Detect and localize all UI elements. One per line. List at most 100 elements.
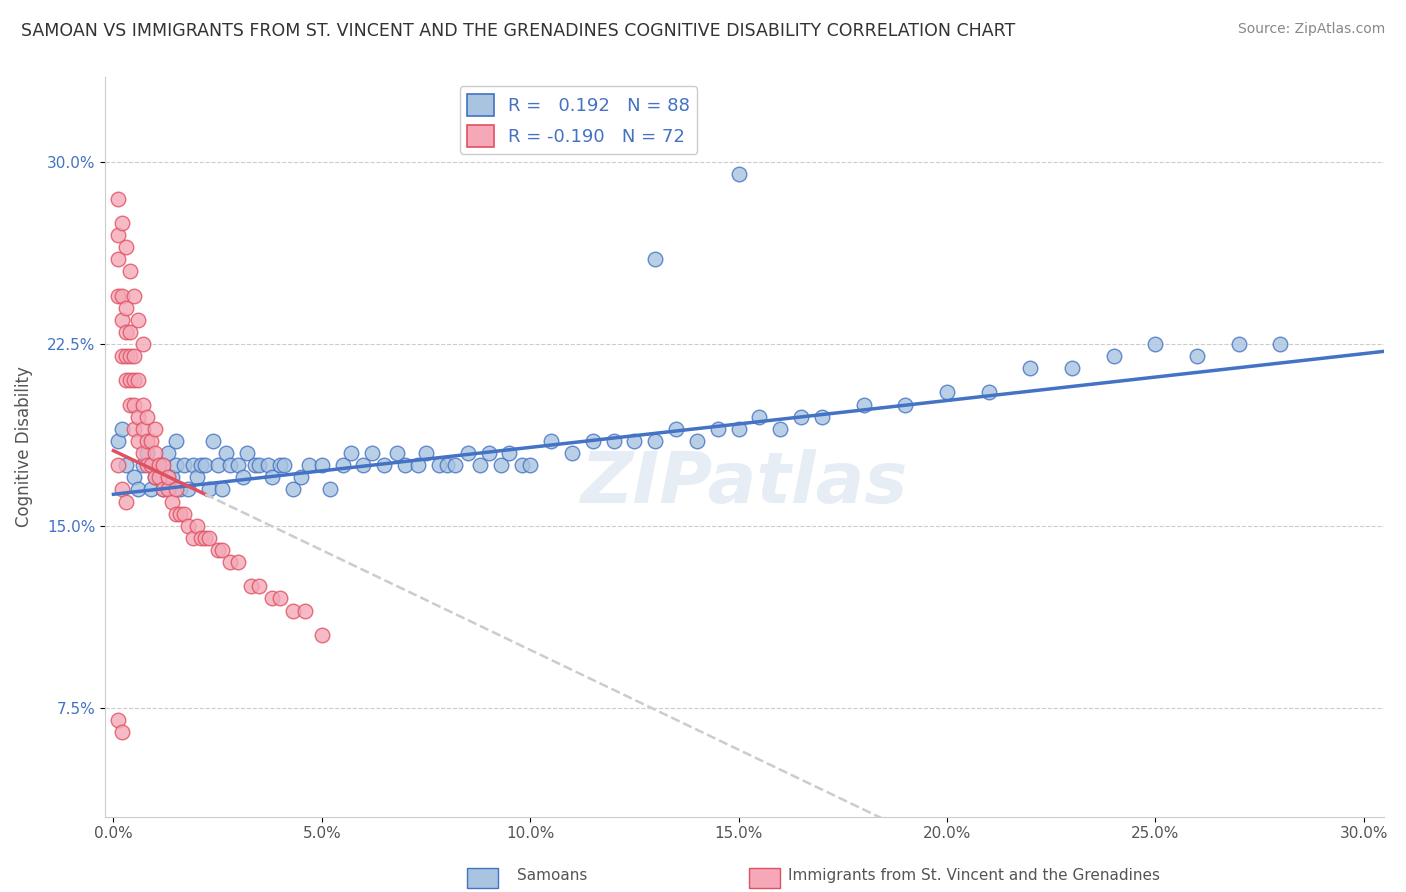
Point: [790, 409, 813, 424]
Point: [260, 591, 283, 606]
Point: [470, 458, 492, 473]
Point: [561, 446, 583, 460]
Point: [540, 434, 562, 448]
Point: [190, 531, 212, 545]
Point: [127, 313, 149, 327]
Point: [273, 458, 295, 473]
Point: [644, 252, 666, 267]
Point: [977, 385, 1000, 400]
Point: [194, 458, 217, 473]
Point: [115, 494, 138, 508]
Point: [124, 288, 146, 302]
Point: [115, 325, 138, 339]
Point: [160, 494, 183, 508]
Point: [107, 252, 129, 267]
Point: [139, 458, 162, 473]
Point: [852, 398, 875, 412]
Point: [219, 555, 242, 569]
Point: [131, 337, 153, 351]
Point: [665, 422, 688, 436]
Point: [1060, 361, 1083, 376]
Point: [211, 543, 233, 558]
Point: [107, 192, 129, 206]
Point: [131, 422, 153, 436]
Point: [236, 446, 259, 460]
Point: [769, 422, 792, 436]
Point: [148, 458, 170, 473]
Point: [165, 507, 187, 521]
Point: [156, 446, 179, 460]
Point: [444, 458, 467, 473]
Point: [120, 349, 142, 363]
Point: [706, 422, 728, 436]
Y-axis label: Cognitive Disability: Cognitive Disability: [15, 367, 32, 527]
Point: [232, 470, 254, 484]
Point: [135, 434, 157, 448]
Point: [727, 167, 749, 181]
Point: [519, 458, 541, 473]
Point: [120, 373, 142, 387]
Point: [1227, 337, 1250, 351]
Point: [385, 446, 408, 460]
Point: [228, 458, 250, 473]
Point: [207, 543, 229, 558]
Point: [247, 579, 270, 593]
Point: [135, 446, 157, 460]
Point: [131, 398, 153, 412]
Point: [686, 434, 709, 448]
Point: [602, 434, 624, 448]
Point: [198, 531, 221, 545]
Point: [1019, 361, 1042, 376]
Point: [1102, 349, 1125, 363]
Point: [111, 216, 134, 230]
Point: [436, 458, 458, 473]
Text: SAMOAN VS IMMIGRANTS FROM ST. VINCENT AND THE GRENADINES COGNITIVE DISABILITY CO: SAMOAN VS IMMIGRANTS FROM ST. VINCENT AN…: [21, 22, 1015, 40]
Point: [177, 518, 200, 533]
Point: [260, 470, 283, 484]
Point: [353, 458, 375, 473]
Point: [135, 458, 157, 473]
Point: [1185, 349, 1208, 363]
Text: Samoans: Samoans: [517, 869, 588, 883]
Point: [107, 227, 129, 242]
Point: [169, 507, 191, 521]
Point: [477, 446, 499, 460]
Point: [152, 458, 174, 473]
Point: [120, 264, 142, 278]
Point: [124, 398, 146, 412]
Point: [127, 409, 149, 424]
Point: [373, 458, 395, 473]
Point: [281, 483, 304, 497]
Point: [186, 518, 208, 533]
Point: [107, 288, 129, 302]
Point: [1270, 337, 1292, 351]
Point: [489, 458, 512, 473]
Point: [228, 555, 250, 569]
Point: [165, 483, 187, 497]
Point: [111, 422, 134, 436]
Point: [173, 507, 195, 521]
Point: [935, 385, 957, 400]
Point: [143, 470, 166, 484]
Point: [269, 458, 291, 473]
Point: [156, 483, 179, 497]
Point: [143, 422, 166, 436]
Point: [281, 604, 304, 618]
Point: [160, 470, 183, 484]
Point: [131, 458, 153, 473]
Point: [186, 470, 208, 484]
Point: [127, 434, 149, 448]
Point: [498, 446, 520, 460]
Point: [215, 446, 238, 460]
Point: [290, 470, 312, 484]
Point: [582, 434, 605, 448]
Point: [256, 458, 278, 473]
Point: [135, 409, 157, 424]
Point: [165, 458, 187, 473]
Point: [156, 470, 179, 484]
Point: [127, 483, 149, 497]
Point: [243, 458, 266, 473]
Point: [247, 458, 270, 473]
Point: [207, 458, 229, 473]
Point: [143, 470, 166, 484]
